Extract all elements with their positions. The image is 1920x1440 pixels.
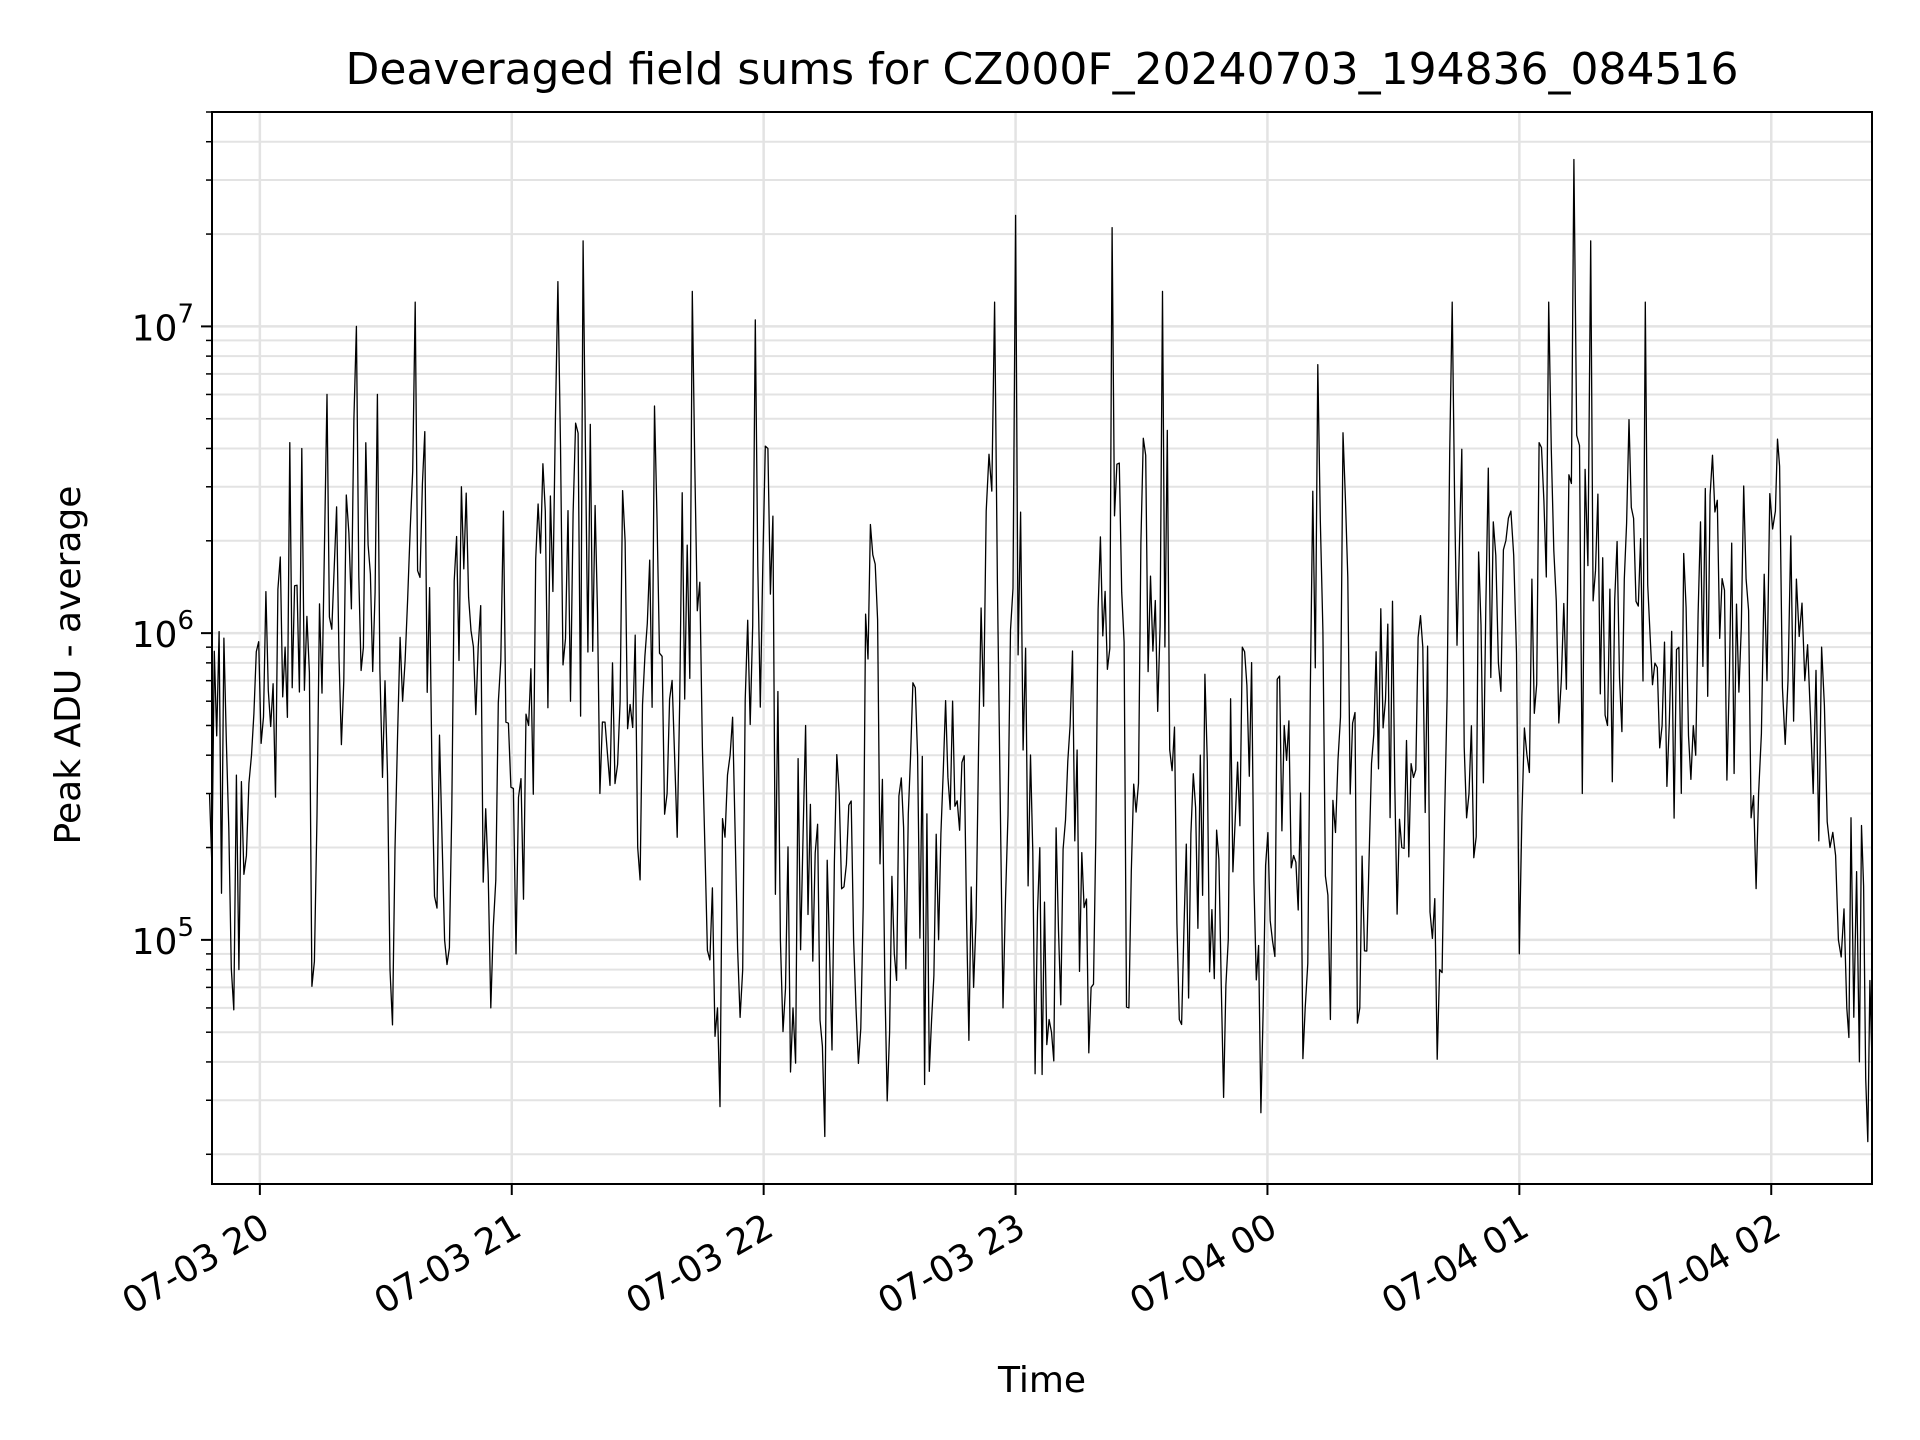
y-axis-label: Peak ADU - average bbox=[48, 486, 89, 845]
y-tick-label: 107 bbox=[132, 299, 194, 349]
y-tick-label: 106 bbox=[132, 606, 194, 656]
series-line-layer bbox=[208, 158, 1873, 1143]
y-tick-label: 105 bbox=[132, 913, 194, 963]
x-axis-label: Time bbox=[997, 1360, 1086, 1401]
grid-lines bbox=[212, 111, 1872, 1184]
y-axis: 105 106 107 bbox=[132, 111, 212, 1156]
chart-title: Deaveraged field sums for CZ000F_2024070… bbox=[345, 44, 1738, 95]
plot-frame bbox=[211, 111, 1873, 1185]
series-line bbox=[208, 158, 1873, 1143]
